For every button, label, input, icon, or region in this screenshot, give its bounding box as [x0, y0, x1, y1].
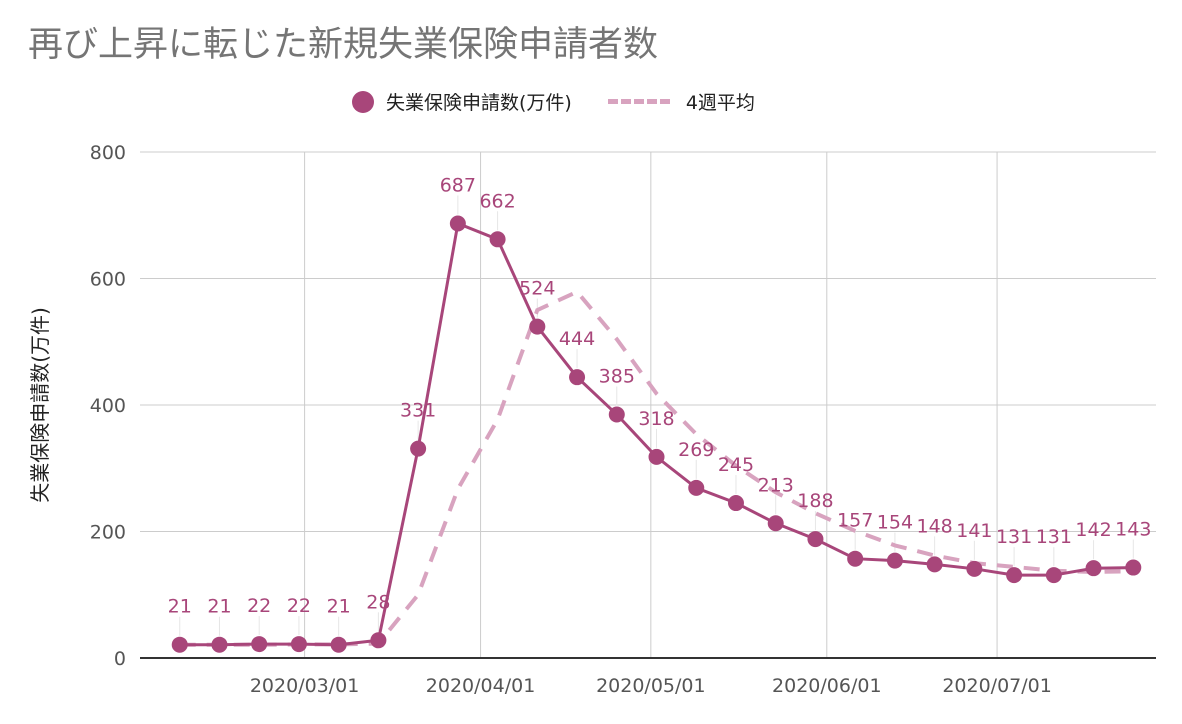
- y-tick-label: 600: [90, 269, 126, 291]
- legend: 失業保険申請数(万件) 4週平均: [352, 88, 791, 115]
- data-point: [648, 448, 665, 465]
- x-tick-label: 2020/07/01: [942, 675, 1052, 697]
- legend-item-average: 4週平均: [607, 88, 755, 115]
- y-tick-label: 0: [114, 648, 126, 670]
- data-label: 148: [917, 515, 953, 537]
- data-label: 22: [287, 595, 311, 617]
- data-label: 21: [207, 596, 231, 618]
- legend-marker-dash: [607, 99, 670, 104]
- data-point: [489, 231, 506, 248]
- data-label: 28: [366, 591, 390, 613]
- data-label: 524: [519, 278, 555, 300]
- data-point: [767, 515, 784, 532]
- x-tick-label: 2020/05/01: [596, 675, 706, 697]
- y-tick-label: 400: [90, 395, 126, 417]
- label-leader-lines: [179, 195, 1134, 636]
- data-point: [251, 636, 268, 653]
- data-point: [1045, 567, 1062, 584]
- data-point: [886, 552, 903, 569]
- data-label: 385: [599, 365, 635, 387]
- data-point: [290, 636, 307, 653]
- data-label: 213: [758, 474, 794, 496]
- legend-marker-dot: [352, 90, 374, 113]
- data-point: [608, 406, 625, 423]
- data-point: [727, 495, 744, 512]
- data-point: [688, 479, 705, 496]
- data-label: 22: [247, 595, 271, 617]
- data-point: [847, 550, 864, 567]
- data-label: 269: [678, 439, 714, 461]
- data-point: [926, 556, 943, 573]
- data-point: [330, 636, 347, 653]
- data-label: 687: [440, 174, 476, 196]
- data-point: [1125, 559, 1142, 576]
- data-label: 154: [877, 512, 913, 534]
- x-axis-ticks: 2020/03/01 2020/04/01 2020/05/01 2020/06/01…: [250, 675, 1052, 697]
- data-label: 188: [797, 490, 833, 512]
- y-tick-label: 800: [90, 142, 126, 164]
- data-label: 143: [1115, 519, 1151, 541]
- data-point: [211, 636, 228, 653]
- legend-label-average: 4週平均: [685, 92, 755, 114]
- data-point: [807, 531, 824, 548]
- y-tick-label: 200: [90, 522, 126, 544]
- legend-label-claims: 失業保険申請数(万件): [386, 92, 572, 114]
- chart-title: 再び上昇に転じた新規失業保険申請者数: [28, 25, 659, 65]
- data-label: 21: [327, 596, 351, 618]
- data-label: 444: [559, 328, 595, 350]
- data-point: [1006, 567, 1023, 584]
- data-label: 245: [718, 454, 754, 476]
- data-point: [449, 215, 466, 232]
- data-label: 331: [400, 400, 436, 422]
- data-label: 141: [956, 520, 992, 542]
- data-label: 318: [638, 408, 674, 430]
- y-axis-ticks: 0 200 400 600 800: [90, 142, 126, 670]
- data-point: [370, 632, 387, 649]
- x-tick-label: 2020/06/01: [772, 675, 882, 697]
- data-label: 21: [168, 596, 192, 618]
- data-label: 131: [996, 526, 1032, 548]
- gridlines: [140, 151, 1156, 658]
- y-axis-label: 失業保険申請数(万件): [28, 307, 52, 503]
- data-point: [569, 369, 586, 386]
- data-label: 662: [479, 190, 515, 212]
- average-series-line: [179, 289, 1134, 647]
- x-tick-label: 2020/04/01: [426, 675, 536, 697]
- data-point: [966, 560, 983, 577]
- legend-item-claims: 失業保険申請数(万件): [352, 88, 572, 115]
- data-label: 157: [837, 510, 873, 532]
- data-point: [1085, 560, 1102, 577]
- claims-series-points: [171, 215, 1142, 653]
- x-tick-label: 2020/03/01: [250, 675, 360, 697]
- data-label: 131: [1036, 526, 1072, 548]
- data-point: [171, 636, 188, 653]
- data-label: 142: [1075, 519, 1111, 541]
- data-point: [529, 318, 546, 335]
- data-point: [410, 440, 427, 457]
